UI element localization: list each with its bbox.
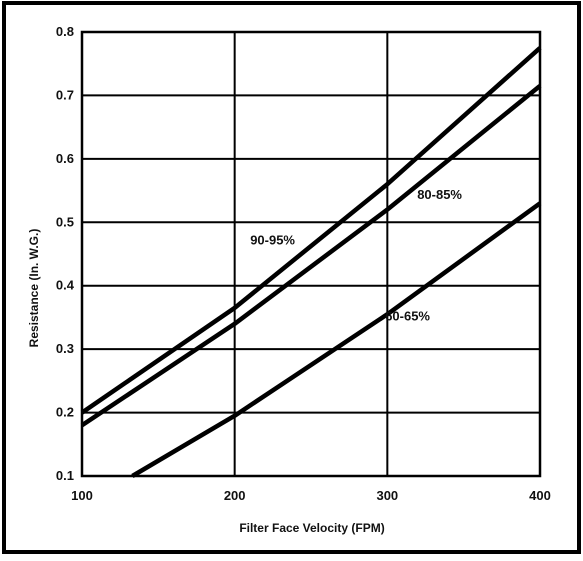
series-label-1: 90-95% [250, 232, 295, 247]
y-tick-label: 0.5 [56, 214, 74, 229]
series-line-3 [131, 201, 542, 478]
series-line-1 [80, 46, 542, 415]
x-tick-label: 400 [529, 488, 551, 503]
plot-area-border [80, 30, 542, 478]
series-lines [80, 46, 542, 478]
y-tick-label: 0.7 [56, 87, 74, 102]
y-tick-label: 0.3 [56, 341, 74, 356]
series-label-2: 80-85% [417, 187, 462, 202]
y-tick-label: 0.6 [56, 151, 74, 166]
series-labels: 90-95% 80-85% 60-65% [250, 187, 462, 324]
y-axis-title: Resistance (In. W.G.) [27, 229, 41, 348]
x-tick-label: 200 [224, 488, 246, 503]
y-tick-label: 0.8 [56, 24, 74, 39]
tick-labels: 0.1 0.2 0.3 0.4 0.5 0.6 0.7 0.8 100 200 300 400 [56, 24, 551, 503]
series-label-3: 60-65% [385, 309, 430, 324]
y-tick-label: 0.1 [56, 468, 74, 483]
x-tick-label: 100 [71, 488, 93, 503]
outer-border [2, 1, 581, 554]
x-tick-label: 300 [376, 488, 398, 503]
y-tick-label: 0.2 [56, 405, 74, 420]
series-line-2 [80, 84, 542, 428]
grid [80, 30, 542, 478]
y-tick-label: 0.4 [56, 278, 75, 293]
x-axis-title: Filter Face Velocity (FPM) [239, 521, 384, 535]
